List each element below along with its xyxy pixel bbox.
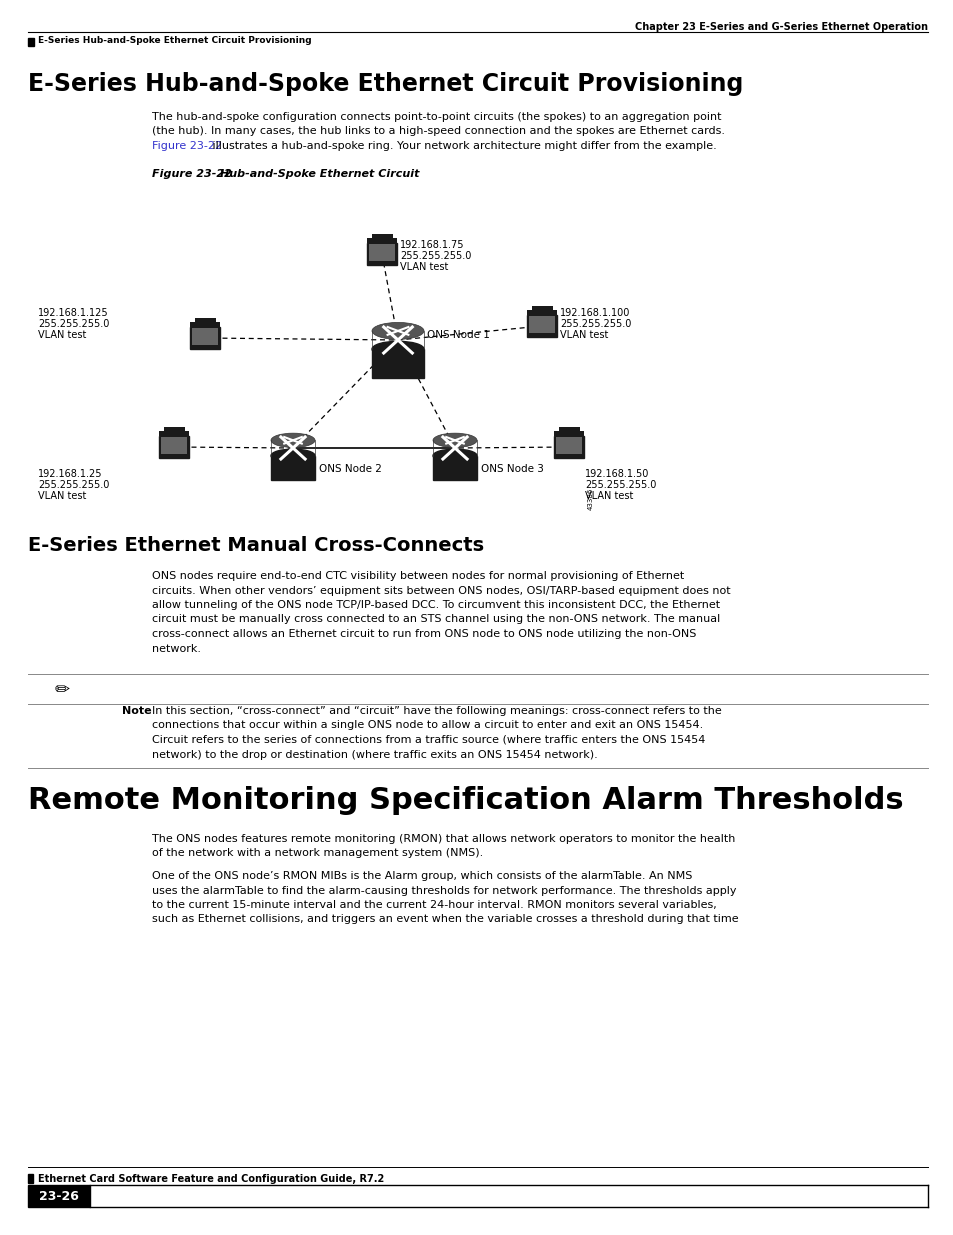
Bar <box>554 436 583 458</box>
Text: Figure 23-22: Figure 23-22 <box>152 169 232 179</box>
Ellipse shape <box>271 450 314 462</box>
Bar <box>194 317 215 322</box>
Text: One of the ONS node’s RMON MIBs is the Alarm group, which consists of the alarmT: One of the ONS node’s RMON MIBs is the A… <box>152 871 692 881</box>
Text: ONS Node 1: ONS Node 1 <box>427 330 489 340</box>
Bar <box>271 456 314 480</box>
Bar <box>28 38 34 46</box>
Bar <box>526 310 557 315</box>
Text: 192.168.1.75: 192.168.1.75 <box>399 240 464 249</box>
Text: Note: Note <box>122 706 152 716</box>
Bar <box>190 327 220 350</box>
Bar <box>164 427 185 431</box>
Text: Remote Monitoring Specification Alarm Thresholds: Remote Monitoring Specification Alarm Th… <box>28 785 902 815</box>
Text: 23-26: 23-26 <box>39 1189 79 1203</box>
Text: to the current 15-minute interval and the current 24-hour interval. RMON monitor: to the current 15-minute interval and th… <box>152 900 716 910</box>
Text: network) to the drop or destination (where traffic exits an ONS 15454 network).: network) to the drop or destination (whe… <box>152 750 598 760</box>
Text: Circuit refers to the series of connections from a traffic source (where traffic: Circuit refers to the series of connecti… <box>152 735 704 745</box>
Bar <box>372 350 423 378</box>
Text: E-Series Ethernet Manual Cross-Connects: E-Series Ethernet Manual Cross-Connects <box>28 536 483 555</box>
Text: ONS nodes require end-to-end CTC visibility between nodes for normal provisionin: ONS nodes require end-to-end CTC visibil… <box>152 571 683 580</box>
Bar <box>367 238 396 243</box>
Bar <box>526 315 557 337</box>
Bar <box>190 322 220 327</box>
Text: Chapter 23 E-Series and G-Series Ethernet Operation: Chapter 23 E-Series and G-Series Etherne… <box>635 22 927 32</box>
Text: VLAN test: VLAN test <box>399 262 448 272</box>
Ellipse shape <box>271 433 314 447</box>
Text: VLAN test: VLAN test <box>38 330 87 340</box>
Text: Ethernet Card Software Feature and Configuration Guide, R7.2: Ethernet Card Software Feature and Confi… <box>38 1174 384 1184</box>
Text: circuit must be manually cross connected to an STS channel using the non-ONS net: circuit must be manually cross connected… <box>152 615 720 625</box>
Text: 192.168.1.50: 192.168.1.50 <box>584 469 649 479</box>
Text: ONS Node 3: ONS Node 3 <box>480 464 543 474</box>
Text: Hub-and-Spoke Ethernet Circuit: Hub-and-Spoke Ethernet Circuit <box>220 169 419 179</box>
Ellipse shape <box>372 322 423 340</box>
Text: E-Series Hub-and-Spoke Ethernet Circuit Provisioning: E-Series Hub-and-Spoke Ethernet Circuit … <box>38 36 312 44</box>
Bar <box>433 456 476 480</box>
Text: 192.168.1.125: 192.168.1.125 <box>38 308 109 317</box>
Text: VLAN test: VLAN test <box>38 492 87 501</box>
Text: In this section, “cross-connect” and “circuit” have the following meanings: cros: In this section, “cross-connect” and “ci… <box>152 706 721 716</box>
Text: ✏: ✏ <box>54 680 70 699</box>
Text: VLAN test: VLAN test <box>559 330 608 340</box>
Bar <box>159 436 189 458</box>
Bar <box>192 329 218 345</box>
Text: illustrates a hub-and-spoke ring. Your network architecture might differ from th: illustrates a hub-and-spoke ring. Your n… <box>209 141 716 151</box>
Bar <box>372 233 393 238</box>
Bar <box>529 316 555 333</box>
Bar <box>558 427 579 431</box>
Text: connections that occur within a single ONS node to allow a circuit to enter and : connections that occur within a single O… <box>152 720 702 730</box>
Text: The hub-and-spoke configuration connects point-to-point circuits (the spokes) to: The hub-and-spoke configuration connects… <box>152 112 720 122</box>
Text: cross-connect allows an Ethernet circuit to run from ONS node to ONS node utiliz: cross-connect allows an Ethernet circuit… <box>152 629 696 638</box>
Bar <box>532 306 553 310</box>
Text: circuits. When other vendors’ equipment sits between ONS nodes, OSI/TARP-based e: circuits. When other vendors’ equipment … <box>152 585 730 595</box>
Text: 192.168.1.100: 192.168.1.100 <box>559 308 630 317</box>
Bar <box>554 431 583 436</box>
Bar <box>161 437 187 454</box>
Text: 255.255.255.0: 255.255.255.0 <box>38 480 110 490</box>
Text: 43386: 43386 <box>587 488 594 510</box>
Bar <box>367 243 396 266</box>
Bar <box>28 1186 90 1207</box>
Text: 192.168.1.25: 192.168.1.25 <box>38 469 102 479</box>
Ellipse shape <box>372 341 423 357</box>
Text: ONS Node 2: ONS Node 2 <box>318 464 381 474</box>
Text: 255.255.255.0: 255.255.255.0 <box>399 251 471 261</box>
Text: network.: network. <box>152 643 201 653</box>
Text: allow tunneling of the ONS node TCP/IP-based DCC. To circumvent this inconsisten: allow tunneling of the ONS node TCP/IP-b… <box>152 600 720 610</box>
Text: 255.255.255.0: 255.255.255.0 <box>38 319 110 329</box>
Ellipse shape <box>433 433 476 447</box>
Text: 255.255.255.0: 255.255.255.0 <box>584 480 656 490</box>
Bar <box>556 437 581 454</box>
Bar <box>159 431 189 436</box>
Text: VLAN test: VLAN test <box>584 492 633 501</box>
Text: E-Series Hub-and-Spoke Ethernet Circuit Provisioning: E-Series Hub-and-Spoke Ethernet Circuit … <box>28 72 742 96</box>
Bar <box>369 245 395 261</box>
Text: of the network with a network management system (NMS).: of the network with a network management… <box>152 848 483 858</box>
Text: (the hub). In many cases, the hub links to a high-speed connection and the spoke: (the hub). In many cases, the hub links … <box>152 126 724 137</box>
Text: 255.255.255.0: 255.255.255.0 <box>559 319 631 329</box>
Text: such as Ethernet collisions, and triggers an event when the variable crosses a t: such as Ethernet collisions, and trigger… <box>152 914 738 925</box>
Ellipse shape <box>433 450 476 462</box>
Text: Figure 23-22: Figure 23-22 <box>152 141 222 151</box>
Text: uses the alarmTable to find the alarm-causing thresholds for network performance: uses the alarmTable to find the alarm-ca… <box>152 885 736 895</box>
Bar <box>28 1174 33 1183</box>
Text: The ONS nodes features remote monitoring (RMON) that allows network operators to: The ONS nodes features remote monitoring… <box>152 834 735 844</box>
